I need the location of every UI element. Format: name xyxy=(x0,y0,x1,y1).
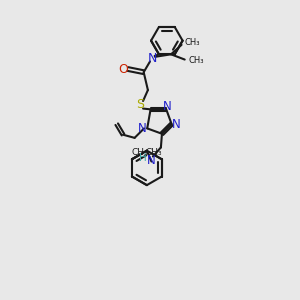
Text: N: N xyxy=(147,52,157,65)
Text: S: S xyxy=(136,98,145,111)
Text: N: N xyxy=(138,122,147,135)
Text: N: N xyxy=(163,100,172,113)
Text: O: O xyxy=(118,62,128,76)
Text: CH₃: CH₃ xyxy=(131,148,148,158)
Text: CH₃: CH₃ xyxy=(188,56,204,65)
Text: N: N xyxy=(146,154,155,167)
Text: CH₃: CH₃ xyxy=(185,38,200,47)
Text: N: N xyxy=(172,118,181,130)
Text: H: H xyxy=(140,153,147,163)
Text: CH₃: CH₃ xyxy=(146,148,162,158)
